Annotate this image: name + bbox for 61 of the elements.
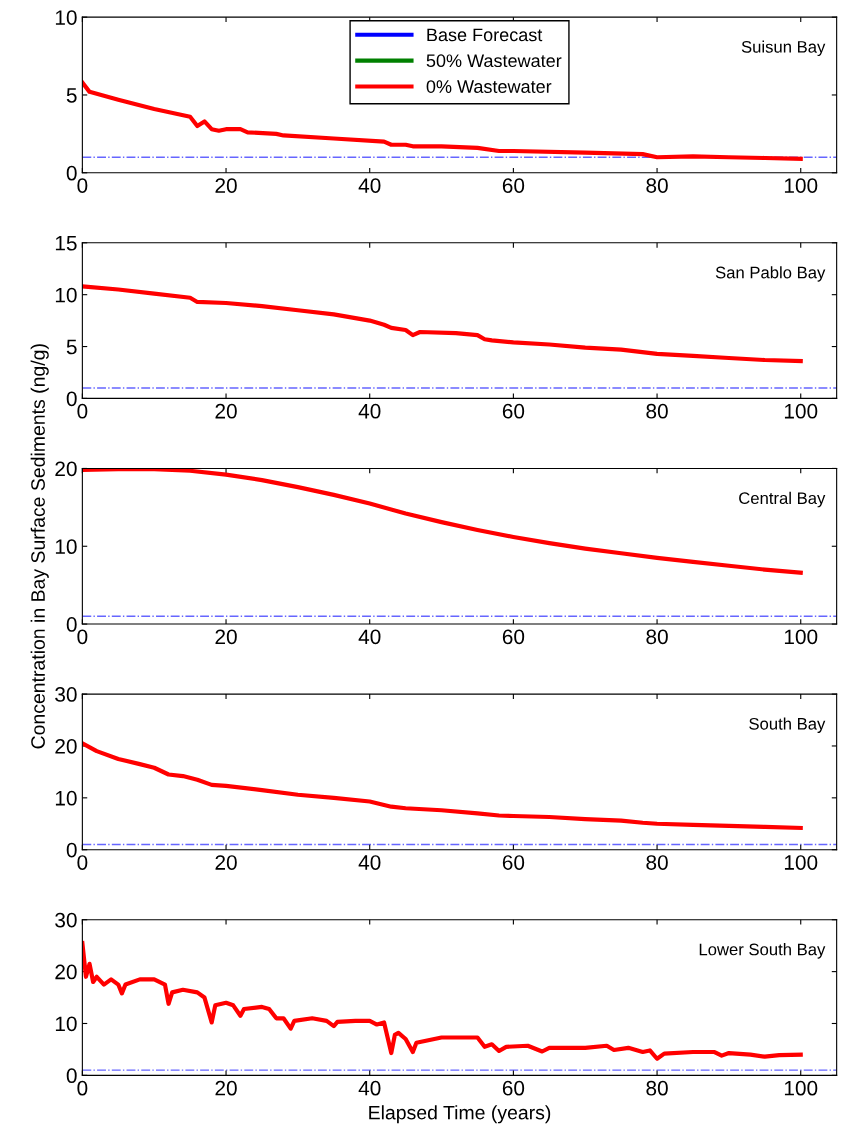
y-tick-label: 30 xyxy=(55,912,77,928)
line-series xyxy=(82,741,803,831)
x-tick-label: 0 xyxy=(77,403,88,419)
y-tick-label: 30 xyxy=(55,687,77,702)
y-tick-label: 10 xyxy=(55,790,77,806)
text: Lower South Bay xyxy=(699,943,826,959)
legend-label: 0% Wastewater xyxy=(426,80,552,93)
y-tick-label: 20 xyxy=(55,964,77,980)
y-tick-label: 0 xyxy=(66,391,77,407)
x-tick-label: 80 xyxy=(646,855,668,870)
text: South Bay xyxy=(749,717,826,733)
x-tick-label: 40 xyxy=(358,855,381,870)
y-tick-label: 0 xyxy=(66,1068,77,1084)
y-tick-label: 10 xyxy=(55,10,77,25)
x-tick-label: 40 xyxy=(358,1080,381,1096)
x-tick-label: 20 xyxy=(215,178,237,193)
y-tick-label: 15 xyxy=(55,236,77,251)
x-tick-label: 0 xyxy=(77,178,88,193)
text: Central Bay xyxy=(739,491,826,508)
y-axis-title: Concentration in Bay Surface Sediments (ng/g) xyxy=(30,344,49,749)
x-tick-label: 100 xyxy=(784,403,818,419)
y-tick-label: 10 xyxy=(55,1016,77,1032)
y-tick-label: 10 xyxy=(55,287,77,303)
x-tick-label: 80 xyxy=(646,1080,668,1096)
x-tick-label: 100 xyxy=(784,629,818,645)
x-tick-label: 0 xyxy=(77,1080,88,1096)
x-tick-label: 100 xyxy=(784,178,818,193)
x-tick-label: 80 xyxy=(646,178,668,193)
x-tick-label: 60 xyxy=(502,1080,525,1096)
y-tick-label: 5 xyxy=(66,339,77,355)
y-tick-label: 20 xyxy=(55,738,77,754)
x-tick-label: 60 xyxy=(502,629,525,645)
x-tick-label: 20 xyxy=(215,855,237,870)
x-tick-label: 40 xyxy=(358,629,381,645)
x-tick-label: 100 xyxy=(784,1080,818,1096)
y-tick-label: 0 xyxy=(66,842,77,858)
y-tick-label: 20 xyxy=(55,461,77,477)
line-series xyxy=(82,284,803,364)
legend-label: Base Forecast xyxy=(427,28,543,42)
y-tick-label: 5 xyxy=(66,88,77,103)
x-tick-label: 0 xyxy=(77,629,88,645)
text: Suisun Bay xyxy=(741,40,826,57)
x-tick-label: 40 xyxy=(358,178,381,193)
x-tick-label: 20 xyxy=(215,1080,237,1096)
x-tick-label: 20 xyxy=(215,403,237,419)
y-tick-label: 0 xyxy=(66,617,77,632)
x-tick-label: 80 xyxy=(646,403,668,419)
x-tick-label: 60 xyxy=(502,403,525,419)
y-tick-label: 0 xyxy=(66,165,77,181)
line-series xyxy=(82,80,803,161)
x-tick-label: 20 xyxy=(215,629,237,645)
legend-label: 50% Wastewater xyxy=(426,54,562,68)
x-tick-label: 80 xyxy=(646,629,668,645)
x-axis-title: Elapsed Time (years) xyxy=(369,1105,551,1124)
x-tick-label: 60 xyxy=(502,855,525,870)
x-tick-label: 100 xyxy=(784,855,818,870)
x-tick-label: 40 xyxy=(358,403,381,419)
x-tick-label: 60 xyxy=(502,178,525,193)
y-tick-label: 10 xyxy=(55,539,77,555)
x-tick-label: 0 xyxy=(77,855,88,870)
text: San Pablo Bay xyxy=(715,266,826,282)
